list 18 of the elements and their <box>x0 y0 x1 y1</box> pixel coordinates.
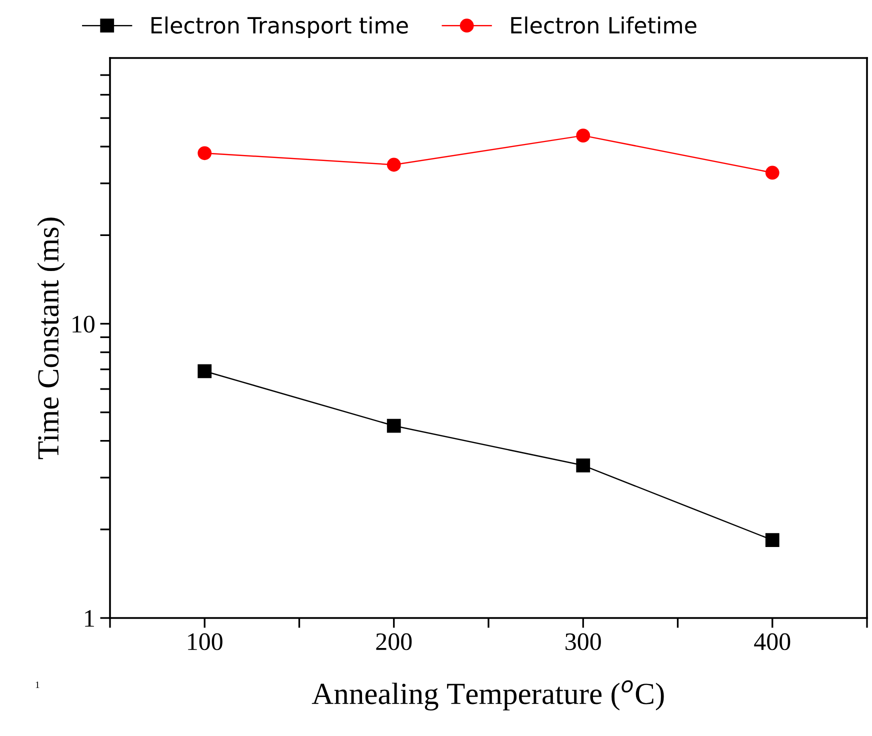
x-tick-label: 200 <box>376 633 412 650</box>
y-tick-label: 10 <box>72 316 94 333</box>
point <box>386 158 401 172</box>
point <box>576 458 590 472</box>
point <box>198 364 212 378</box>
x-tick-label: 400 <box>754 633 790 650</box>
legend-label: Electron Transport time <box>152 16 408 38</box>
x-tick-label: 300 <box>566 633 601 650</box>
point <box>765 166 780 180</box>
x-axis-title: Annealing Temperature ($^{o}$C) <box>312 680 664 711</box>
point <box>576 128 590 143</box>
text: 1 <box>36 682 40 688</box>
legend-label: Electron Lifetime <box>511 16 696 34</box>
x-tick-label: 100 <box>188 633 222 650</box>
y-axis-title: Time Constant (ms) <box>37 218 65 460</box>
point <box>198 146 212 160</box>
point <box>765 533 780 548</box>
point <box>386 418 401 433</box>
